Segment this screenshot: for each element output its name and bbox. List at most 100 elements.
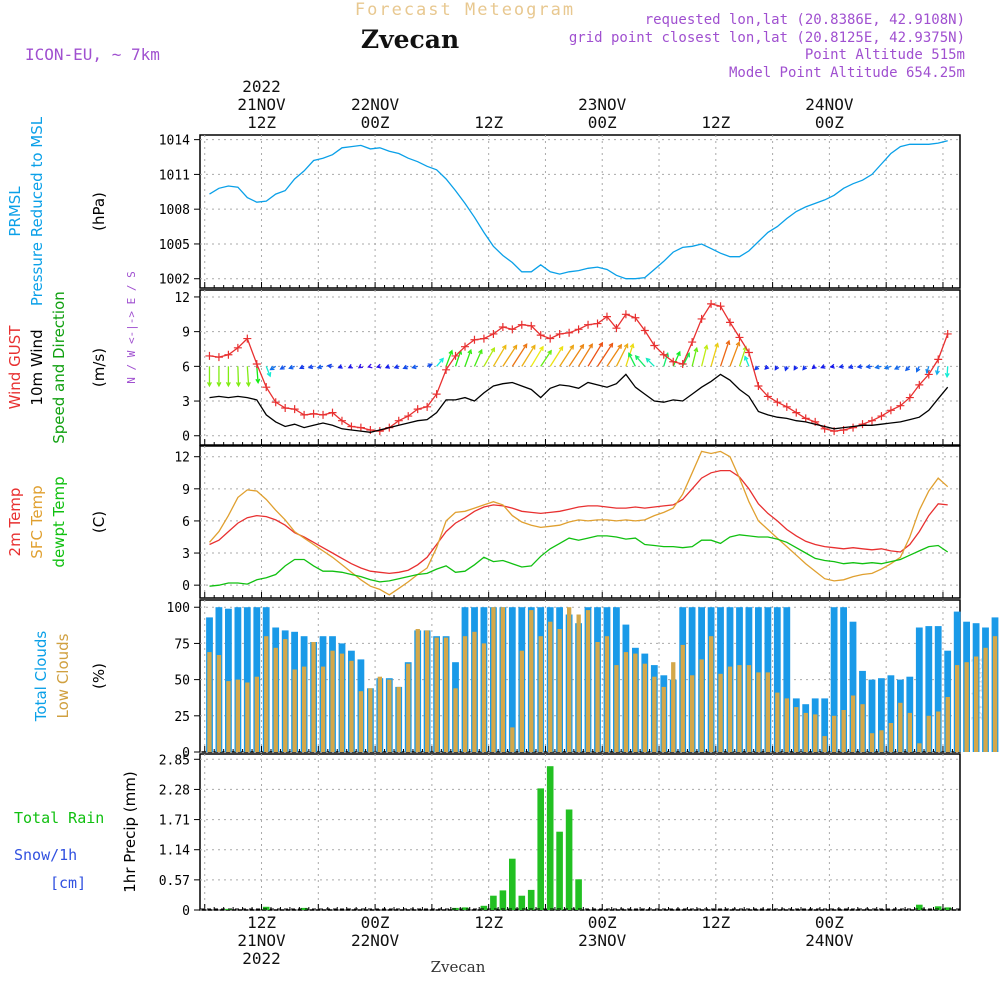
time-label: 24NOV: [805, 95, 854, 114]
gust-marker: [233, 343, 242, 352]
panel-label: Low Clouds: [54, 633, 72, 718]
gust-marker: [726, 318, 735, 327]
gust-marker: [593, 319, 602, 328]
wind-arrow-head: [326, 363, 332, 369]
info-line-3: Point Altitude 515m: [805, 47, 965, 63]
time-label: 12Z: [247, 113, 276, 132]
low-cloud-bar: [964, 662, 969, 752]
total-cloud-bar: [830, 607, 838, 752]
low-cloud-bar: [349, 660, 354, 752]
precip-bar: [509, 858, 516, 910]
time-label: 21NOV: [237, 95, 286, 114]
wind-arrow: [663, 353, 669, 367]
gust-marker: [432, 390, 441, 399]
gust-marker: [271, 398, 280, 407]
y-tick-label: 0: [182, 430, 190, 445]
time-label: 21NOV: [237, 931, 286, 950]
time-label: 00Z: [815, 113, 844, 132]
wind-arrow-head: [754, 365, 760, 371]
low-cloud-bar: [595, 642, 600, 752]
wind-arrow: [237, 366, 240, 386]
precip-bar: [300, 907, 308, 910]
low-cloud-bar: [283, 639, 288, 752]
time-label: 12Z: [474, 913, 503, 932]
panel-label: 2m Temp: [6, 488, 24, 557]
gust-marker: [300, 410, 309, 419]
gust-marker: [404, 412, 413, 421]
gust-marker: [886, 406, 895, 415]
panel-label: PRMSL: [6, 186, 24, 237]
total-cloud-bar: [840, 607, 847, 752]
wind-arrow: [483, 347, 495, 367]
gust-marker: [536, 331, 545, 340]
low-cloud-bar: [983, 647, 988, 752]
wind-arrow-head: [829, 363, 835, 369]
wind-arrow-head: [547, 349, 552, 355]
low-cloud-bar: [567, 607, 572, 752]
total-cloud-bar: [849, 621, 857, 752]
gust-marker: [243, 334, 252, 343]
gust-marker: [782, 402, 791, 411]
y-tick-label: 12: [174, 291, 190, 306]
low-cloud-bar: [302, 666, 307, 752]
low-cloud-bar: [775, 692, 780, 752]
panel-frame: [199, 289, 961, 446]
wind-arrow: [549, 346, 564, 367]
low-cloud-bar: [869, 733, 875, 752]
y-axis-label: (%): [90, 663, 108, 689]
time-label: 2022: [242, 77, 281, 96]
series-line: [209, 469, 948, 575]
gust-marker: [574, 325, 583, 334]
wind-arrow: [559, 345, 574, 367]
wind-arrow-head: [628, 352, 633, 358]
gust-marker: [319, 410, 328, 419]
gust-marker: [224, 350, 233, 359]
y-tick-label: 0: [182, 746, 190, 761]
low-cloud-bar: [245, 682, 250, 752]
precip-bar: [490, 895, 497, 910]
wind-arrow-head: [266, 372, 272, 378]
low-cloud-bar: [841, 710, 846, 752]
time-label: 23NOV: [578, 95, 627, 114]
low-cloud-bar: [330, 650, 335, 752]
panel-label: [cm]: [50, 874, 86, 892]
total-cloud-bar: [934, 626, 942, 752]
wind-arrow-head: [225, 382, 231, 388]
low-cloud-bar: [671, 662, 676, 752]
y-tick-label: 1.71: [159, 814, 190, 829]
gust-marker: [924, 370, 933, 379]
low-cloud-bar: [453, 688, 458, 752]
time-label: 00Z: [361, 913, 390, 932]
wind-arrow: [635, 355, 646, 367]
gust-marker: [877, 412, 886, 421]
wind-arrow: [454, 350, 462, 367]
low-cloud-bar: [879, 730, 884, 752]
low-cloud-bar: [368, 688, 373, 752]
panel-label: Snow/1h: [14, 846, 77, 864]
wind-arrow-head: [393, 364, 399, 369]
low-cloud-bar: [254, 676, 259, 752]
low-cloud-bar: [557, 629, 562, 752]
series-line: [209, 373, 949, 433]
panel-temperature: 0 3 6 9 12 (C) 2m Temp SFC Temp dewpt Temp: [6, 445, 961, 599]
gust-marker: [262, 383, 271, 392]
low-cloud-bar: [320, 666, 326, 752]
time-label: 00Z: [815, 913, 844, 932]
wind-arrow: [265, 366, 271, 377]
low-cloud-bar: [226, 681, 231, 752]
total-cloud-bar: [225, 608, 232, 752]
wind-arrow: [540, 350, 552, 367]
wind-arrow-head: [838, 364, 844, 369]
wind-arrow-head: [307, 364, 314, 370]
wind-arrow-head: [598, 341, 604, 347]
panel-label: Pressure Reduced to MSL: [28, 116, 46, 306]
total-cloud-bar: [887, 675, 895, 752]
wind-arrow-head: [375, 363, 382, 369]
gust-marker: [716, 302, 725, 311]
time-label: 23NOV: [578, 931, 627, 950]
gust-marker: [328, 408, 337, 417]
low-cloud-bar: [216, 655, 222, 752]
panels: 1002 1005 1008 1011 1014 (hPa) PRMSL Pressure R…: [6, 116, 999, 919]
wind-arrow-head: [490, 346, 496, 353]
wind-arrow-head: [725, 339, 731, 346]
